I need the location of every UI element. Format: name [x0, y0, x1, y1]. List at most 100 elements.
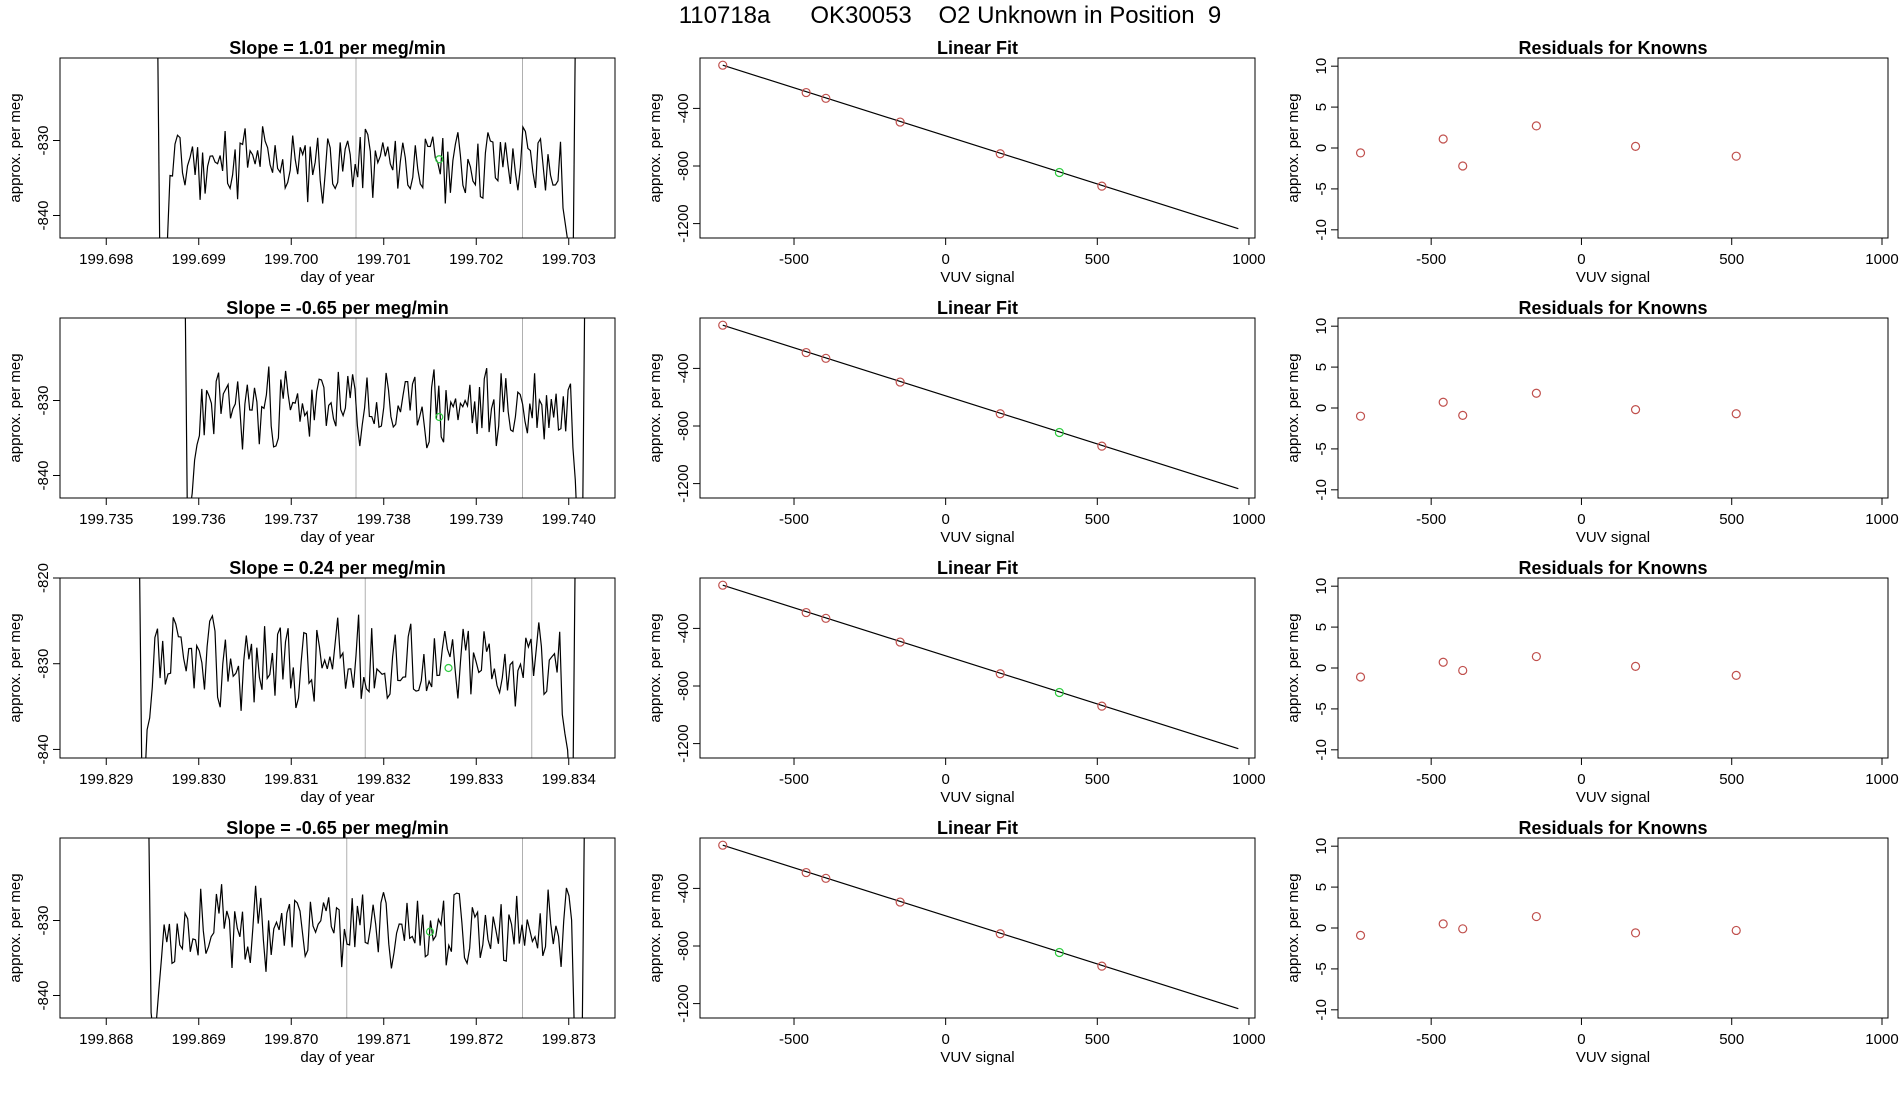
residual-point	[1458, 161, 1468, 171]
plot-frame	[59, 317, 616, 499]
plot-frame	[699, 577, 1256, 759]
known-point	[718, 320, 728, 330]
fit-line	[722, 64, 1239, 230]
y-axis-label: approx. per meg	[647, 353, 664, 462]
plot-frame	[699, 57, 1256, 239]
x-tick-label: 0	[941, 1031, 949, 1048]
y-tick-label: -5	[1313, 442, 1330, 455]
unknown-point	[425, 927, 435, 936]
chart-title: Linear Fit	[937, 558, 1018, 578]
known-point	[895, 897, 905, 907]
plot-frame	[59, 577, 616, 759]
y-tick-label: -5	[1313, 962, 1330, 975]
x-tick-label: 500	[1719, 251, 1744, 268]
x-tick-label: 199.700	[264, 251, 318, 268]
plot-frame	[59, 837, 616, 1019]
known-point	[995, 669, 1005, 679]
x-tick-label: 1000	[1865, 251, 1898, 268]
known-point	[821, 93, 831, 103]
y-tick-label: 10	[1313, 318, 1330, 335]
residual-point	[1731, 925, 1741, 936]
x-tick-label: 0	[1577, 771, 1585, 788]
x-tick-label: 0	[1577, 251, 1585, 268]
y-tick-label: -840	[35, 734, 52, 764]
y-tick-label: 5	[1313, 363, 1330, 371]
x-tick-label: 199.736	[172, 511, 226, 528]
x-tick-label: 500	[1085, 251, 1110, 268]
known-point	[718, 60, 728, 70]
x-tick-label: 1000	[1232, 1031, 1265, 1048]
chart-title: Linear Fit	[937, 38, 1018, 58]
y-tick-label: -800	[675, 151, 692, 181]
y-tick-label: -1200	[675, 724, 692, 762]
y-tick-label: -1200	[675, 984, 692, 1022]
known-point	[995, 149, 1005, 159]
known-point	[1097, 441, 1107, 451]
plot-frame	[699, 837, 1256, 1019]
x-tick-label: 199.870	[264, 1031, 318, 1048]
residual-point	[1458, 924, 1468, 934]
y-tick-label: -10	[1313, 739, 1330, 761]
x-tick-label: 1000	[1865, 511, 1898, 528]
residual-point	[1630, 141, 1641, 151]
x-axis-label: VUV signal	[940, 269, 1014, 286]
residual-point	[1355, 672, 1366, 682]
x-tick-label: 1000	[1232, 771, 1265, 788]
residual-point	[1531, 121, 1541, 131]
y-axis-label: approx. per meg	[647, 613, 664, 722]
known-point	[1097, 961, 1107, 971]
x-tick-label: 500	[1085, 1031, 1110, 1048]
y-tick-label: -5	[1313, 182, 1330, 195]
known-point	[895, 377, 905, 387]
y-tick-label: -1200	[675, 464, 692, 502]
x-tick-label: -500	[1416, 251, 1446, 268]
x-axis-label: VUV signal	[940, 789, 1014, 806]
y-tick-label: -5	[1313, 702, 1330, 715]
x-axis-label: day of year	[300, 269, 374, 286]
y-tick-label: -400	[675, 353, 692, 383]
known-point	[895, 117, 905, 127]
x-tick-label: -500	[1416, 1031, 1446, 1048]
chart-title: Slope = 0.24 per meg/min	[229, 558, 446, 578]
residual-point	[1731, 409, 1741, 419]
y-tick-label: -10	[1313, 479, 1330, 501]
known-point	[1097, 181, 1107, 191]
x-tick-label: 199.701	[357, 251, 411, 268]
fit-line	[722, 584, 1239, 750]
residual-point	[1731, 670, 1741, 680]
x-tick-label: 199.698	[79, 251, 133, 268]
y-tick-label: -10	[1313, 219, 1330, 241]
y-tick-label: -840	[35, 460, 52, 490]
chart-title: Linear Fit	[937, 298, 1018, 318]
x-tick-label: 199.873	[542, 1031, 596, 1048]
residual-point	[1438, 397, 1448, 407]
x-axis-label: VUV signal	[1576, 529, 1650, 546]
y-tick-label: -830	[35, 649, 52, 679]
y-tick-label: -830	[35, 385, 52, 415]
x-tick-label: 0	[941, 251, 949, 268]
y-tick-label: 0	[1313, 404, 1330, 412]
residual-point	[1355, 148, 1366, 158]
x-tick-label: 199.702	[449, 251, 503, 268]
x-axis-label: VUV signal	[940, 1049, 1014, 1066]
x-tick-label: 199.703	[542, 251, 596, 268]
chart-title: Residuals for Knowns	[1518, 558, 1707, 578]
x-tick-label: 199.833	[449, 771, 503, 788]
y-axis-label: approx. per meg	[647, 93, 664, 202]
x-tick-label: 0	[1577, 511, 1585, 528]
unknown-point	[435, 155, 444, 164]
y-tick-label: 0	[1313, 664, 1330, 672]
y-tick-label: -800	[675, 931, 692, 961]
y-tick-label: -840	[35, 980, 52, 1010]
unknown-point	[1054, 167, 1064, 178]
y-tick-label: 10	[1313, 838, 1330, 855]
residual-point	[1630, 405, 1641, 415]
residual-point	[1531, 911, 1541, 922]
y-tick-label: 5	[1313, 103, 1330, 111]
y-axis-label: approx. per meg	[7, 613, 24, 722]
x-tick-label: 199.738	[357, 511, 411, 528]
x-tick-label: 199.830	[172, 771, 226, 788]
y-tick-label: 0	[1313, 924, 1330, 932]
x-tick-label: 500	[1719, 511, 1744, 528]
y-tick-label: -830	[35, 125, 52, 155]
